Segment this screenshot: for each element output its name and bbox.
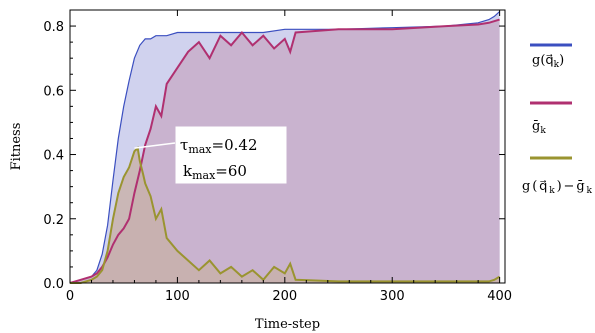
- y-tick-label: 0.8: [43, 20, 64, 35]
- annotation: τmax=0.42 kmax=60: [134, 126, 287, 184]
- annotation-leader-line: [134, 142, 176, 149]
- plot-frame: [69, 9, 506, 284]
- annotation-box: [175, 126, 287, 184]
- y-tick-label: 0.4: [43, 149, 64, 164]
- series-line-fitness-mean: [69, 18, 500, 284]
- series-line-fitness-difference: [70, 146, 501, 284]
- annotation-tau-max: τmax=0.42: [180, 136, 257, 156]
- legend: g(q⃗k) ḡk g(q⃗ k)−ḡ k: [522, 43, 593, 196]
- y-axis-title: Fitness: [9, 123, 24, 171]
- legend-label-fitness-mean: ḡk: [532, 119, 546, 136]
- x-tick-label: 100: [165, 289, 190, 304]
- series-area-fitness-difference: [70, 148, 500, 283]
- x-tick-label: 300: [380, 289, 405, 304]
- legend-label-fitness-best: g(q⃗k): [532, 53, 564, 70]
- legend-label-fitness-difference: g(q⃗ k)−ḡ k: [522, 179, 593, 196]
- x-axis-title: Time-step: [255, 317, 320, 332]
- x-tick-label: 400: [487, 289, 512, 304]
- x-tick-label: 200: [272, 289, 297, 304]
- y-tick-label: 0.2: [43, 213, 64, 228]
- axes: 0 100 200 300 400 0.0 0.2 0.4 0.6 0.8 Time-step Fit…: [9, 9, 512, 332]
- annotation-k-max: kmax=60: [183, 162, 247, 182]
- y-tick-label: 0.6: [43, 84, 64, 99]
- y-tick-label: 0.0: [43, 277, 64, 292]
- x-tick-label: 0: [66, 289, 74, 304]
- series-line-fitness-best: [69, 11, 501, 284]
